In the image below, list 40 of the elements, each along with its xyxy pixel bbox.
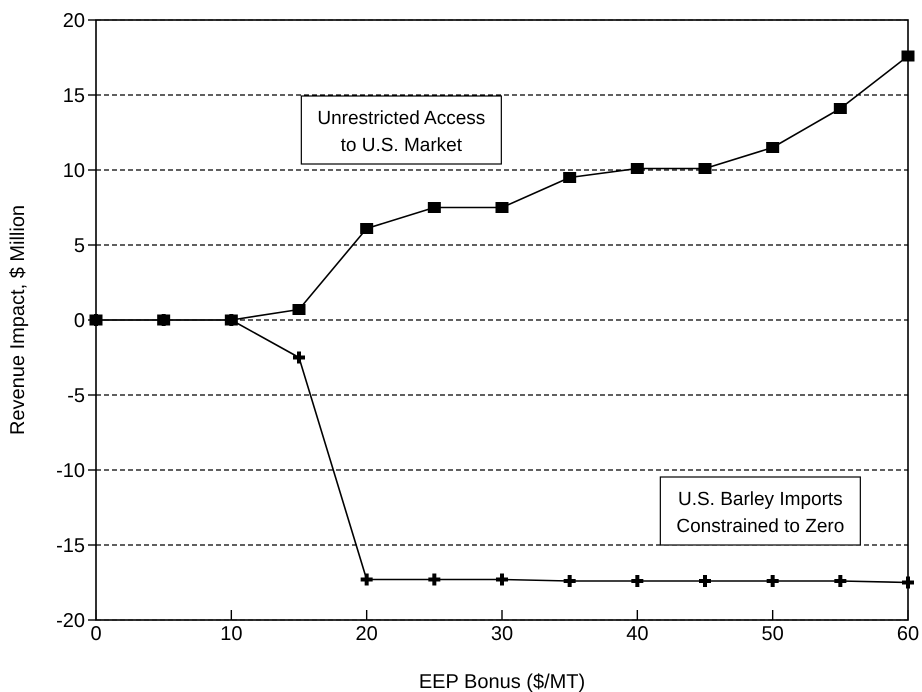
x-axis-title: EEP Bonus ($/MT) <box>418 671 586 692</box>
point <box>834 575 846 587</box>
x-tick-label: 40 <box>626 623 648 645</box>
point <box>292 304 306 315</box>
point <box>834 103 847 114</box>
point <box>699 575 711 587</box>
y-axis-title: Revenue Impact, $ Million <box>7 204 29 436</box>
y-tick-label: 10 <box>62 160 85 182</box>
x-tick-label: 60 <box>896 623 920 645</box>
point <box>630 163 644 174</box>
y-tick-label: -10 <box>56 460 85 482</box>
point <box>293 352 305 364</box>
y-tick-label: -20 <box>56 610 85 632</box>
x-tick-label: 20 <box>356 623 378 645</box>
point <box>766 142 780 153</box>
point <box>360 574 373 586</box>
x-tick-label: 50 <box>762 623 784 645</box>
y-tick-label: 20 <box>62 10 85 32</box>
point <box>902 576 914 588</box>
point <box>496 574 508 586</box>
x-tick-label: 10 <box>220 623 242 645</box>
point <box>564 575 576 587</box>
x-tick-label: 30 <box>490 623 514 645</box>
point <box>902 50 914 62</box>
point <box>766 575 779 587</box>
point <box>563 172 576 183</box>
text: U.S. Barley Imports Constrained to Zero <box>676 489 844 537</box>
point <box>698 163 712 174</box>
point <box>428 202 441 213</box>
point <box>631 575 644 587</box>
y-tick-label: -5 <box>67 385 85 407</box>
text: Unrestricted Access to U.S. Market <box>317 108 486 156</box>
y-tick-label: -15 <box>56 535 85 557</box>
y-tick-label: 5 <box>74 235 85 257</box>
x-tick-label: 0 <box>90 623 102 645</box>
point <box>496 202 508 213</box>
y-tick-label: 15 <box>62 85 85 107</box>
point <box>360 223 374 234</box>
point <box>428 574 440 586</box>
y-tick-label: 0 <box>74 310 85 332</box>
